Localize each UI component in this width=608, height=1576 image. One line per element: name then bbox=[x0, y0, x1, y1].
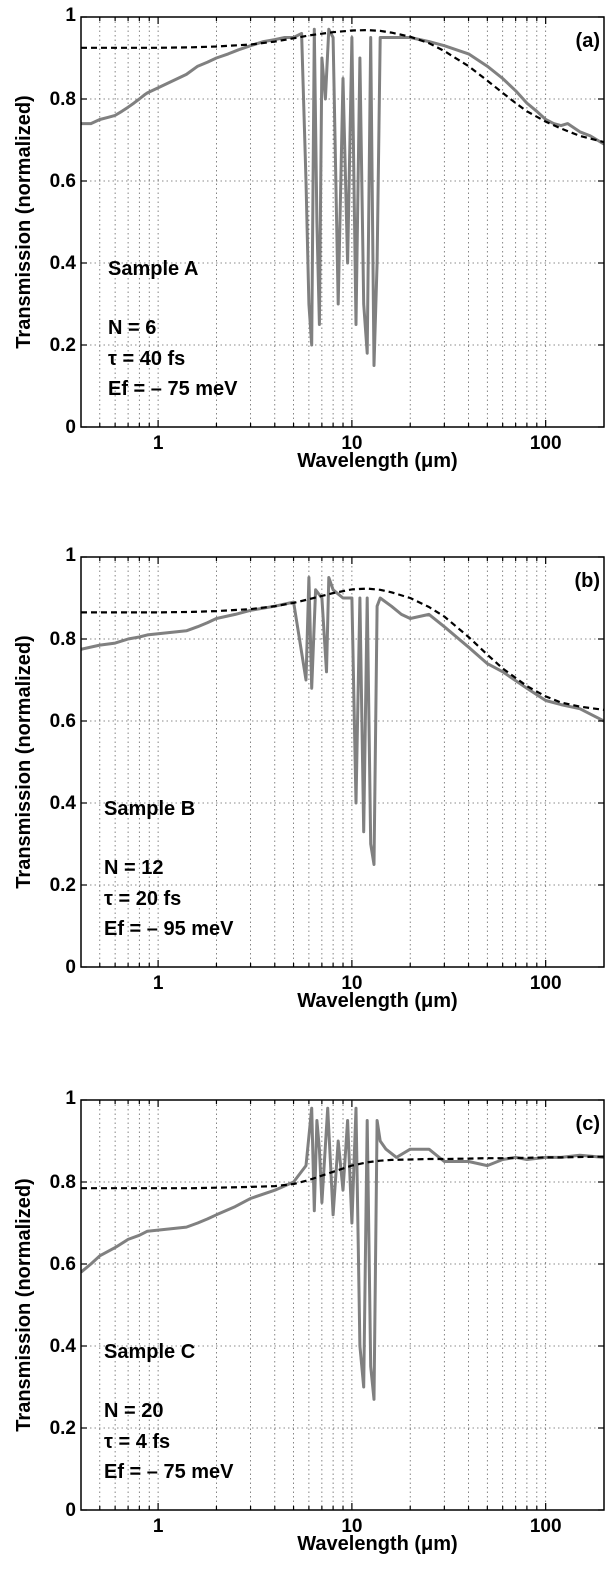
series-measured-line bbox=[81, 27, 604, 367]
series-fit-dashed-line bbox=[81, 587, 604, 711]
x-tick-label: 100 bbox=[530, 1516, 562, 1537]
tick-marks bbox=[81, 556, 604, 968]
y-tick-label: 0.6 bbox=[50, 171, 76, 192]
chart-panel-c: 0 0.2 0.4 0.6 0.8 1 1 10 100 Wavelength (μm) Trans… bbox=[13, 1088, 605, 1555]
x-tick-label: 10 bbox=[341, 433, 362, 454]
y-tick-label: 1 bbox=[65, 545, 76, 566]
x-tick-label: 1 bbox=[153, 433, 164, 454]
x-tick-label: 1 bbox=[153, 973, 164, 994]
y-tick-label: 0.6 bbox=[50, 711, 76, 732]
panel-label: (a) bbox=[576, 30, 600, 52]
series-measured-line bbox=[81, 576, 604, 866]
x-tick-label: 10 bbox=[341, 973, 362, 994]
annotation-text: N = 20 bbox=[104, 1400, 163, 1422]
series-measured-line bbox=[81, 1106, 604, 1401]
y-axis-label: Transmission (normalized) bbox=[13, 635, 35, 888]
y-tick-label: 1 bbox=[65, 1088, 76, 1109]
y-tick-label: 0.8 bbox=[50, 89, 76, 110]
tick-marks bbox=[81, 1099, 604, 1511]
y-tick-label: 1 bbox=[65, 5, 76, 26]
series-group bbox=[81, 1106, 604, 1401]
y-tick-label: 0.4 bbox=[50, 793, 77, 814]
x-tick-label: 100 bbox=[530, 973, 562, 994]
annotation-text: Sample A bbox=[108, 258, 198, 280]
y-axis-label: Transmission (normalized) bbox=[13, 95, 35, 348]
series-group bbox=[81, 576, 604, 866]
y-tick-label: 0.8 bbox=[50, 1172, 76, 1193]
annotation-text: Sample C bbox=[104, 1341, 195, 1363]
x-axis-label: Wavelength (μm) bbox=[297, 1533, 457, 1555]
y-tick-label: 0.4 bbox=[50, 253, 77, 274]
panel-label: (b) bbox=[574, 570, 600, 592]
y-tick-label: 0.8 bbox=[50, 629, 76, 650]
y-tick-label: 0 bbox=[65, 1500, 76, 1521]
x-axis-label: Wavelength (μm) bbox=[297, 450, 457, 472]
chart-panel-a: 0 0.2 0.4 0.6 0.8 1 1 10 100 Wavelength (μm) Trans… bbox=[13, 5, 605, 472]
annotation-text: N = 6 bbox=[108, 317, 156, 339]
series-group bbox=[81, 27, 604, 367]
series-fit-dashed-line bbox=[81, 1155, 604, 1190]
annotation-text: N = 12 bbox=[104, 857, 163, 879]
x-axis-label: Wavelength (μm) bbox=[297, 990, 457, 1012]
annotation-text: τ = 4 fs bbox=[104, 1431, 170, 1453]
y-axis-label: Transmission (normalized) bbox=[13, 1178, 35, 1431]
annotation-text: Ef = – 95 meV bbox=[104, 918, 234, 940]
annotation-text: Ef = – 75 meV bbox=[108, 378, 238, 400]
y-tick-label: 0 bbox=[65, 957, 76, 978]
annotation-text: τ = 40 fs bbox=[108, 348, 185, 370]
chart-panel-b: 0 0.2 0.4 0.6 0.8 1 1 10 100 Wavelength (μm) Trans… bbox=[13, 545, 605, 1012]
panel-label: (c) bbox=[576, 1113, 600, 1135]
y-tick-label: 0 bbox=[65, 417, 76, 438]
annotation-text: Sample B bbox=[104, 798, 195, 820]
y-tick-label: 0.4 bbox=[50, 1336, 77, 1357]
y-tick-label: 0.2 bbox=[50, 335, 76, 356]
y-tick-label: 0.6 bbox=[50, 1254, 76, 1275]
y-tick-label: 0.2 bbox=[50, 875, 76, 896]
series-fit-dashed-line bbox=[81, 29, 604, 144]
annotation-text: Ef = – 75 meV bbox=[104, 1461, 234, 1483]
annotation-text: τ = 20 fs bbox=[104, 888, 181, 910]
y-tick-label: 0.2 bbox=[50, 1418, 76, 1439]
tick-marks bbox=[81, 16, 604, 428]
x-tick-label: 100 bbox=[530, 433, 562, 454]
x-tick-label: 1 bbox=[153, 1516, 164, 1537]
x-tick-label: 10 bbox=[341, 1516, 362, 1537]
